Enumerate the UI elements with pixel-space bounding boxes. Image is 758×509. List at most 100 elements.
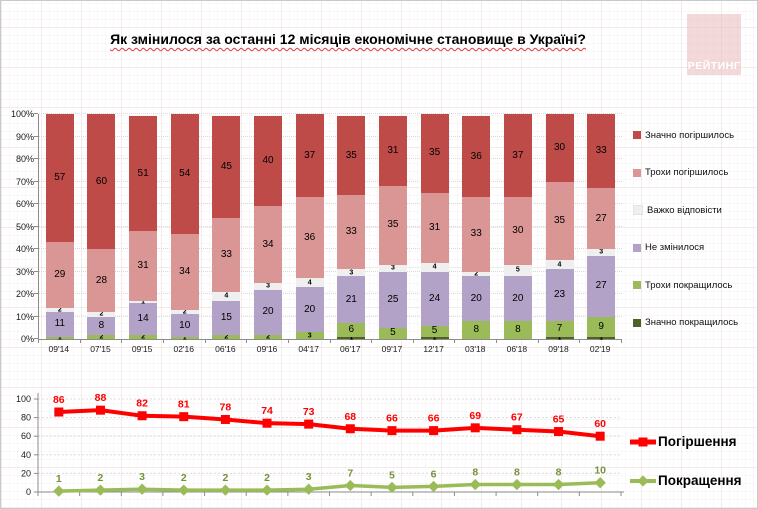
bar-y-tick-label: 80% <box>15 154 34 164</box>
stacked-bar: 2 20 3 34 40 <box>254 114 283 340</box>
bar-segment: 15 <box>212 300 241 335</box>
bar-segment: 1 <box>129 298 158 305</box>
bar-x-label: 09'15 <box>131 344 153 354</box>
bar-y-tick-label: 90% <box>15 131 34 142</box>
bar-segment: 51 <box>129 116 158 231</box>
bar-y-tick <box>34 293 38 294</box>
bar-segment: 23 <box>545 269 574 321</box>
bar-y-tick <box>34 225 38 227</box>
stacked-bar: 1 7 23 4 35 30 <box>545 114 574 341</box>
bar-column: 8 20 2 33 36 <box>455 114 497 339</box>
bar-segment-value: 57 <box>54 172 66 184</box>
stacked-bar: 8 20 2 33 36 <box>462 114 491 339</box>
bar-segment: 8 <box>503 321 532 339</box>
line-series-worse <box>58 408 601 439</box>
bar-gridline <box>39 225 622 227</box>
bar-segment-value: 35 <box>387 219 399 231</box>
bar-segment: 1 <box>545 334 574 341</box>
bar-segment-value: 8 <box>473 324 479 335</box>
stacked-bar: 8 20 5 30 37 <box>503 114 532 339</box>
bar-segment: 33 <box>587 114 616 189</box>
bar-segment-value: 6 <box>348 324 355 335</box>
line-marker-square <box>220 414 230 424</box>
bar-segment: 30 <box>545 114 574 182</box>
bar-segment-value: 20 <box>304 303 316 315</box>
bar-segment-value: 27 <box>595 280 607 292</box>
bar-segment: 2 <box>87 333 116 340</box>
line-marker-square <box>54 407 64 417</box>
bar-y-tick <box>34 338 38 339</box>
stacked-bar: 2 14 1 31 51 <box>129 114 158 340</box>
bar-segment-value: 3 <box>266 282 270 290</box>
line-y-tick-label: 40 <box>21 450 31 460</box>
bar-segment: 4 <box>545 260 574 270</box>
bar-segment: 4 <box>295 278 324 288</box>
legend-swatch <box>633 205 643 215</box>
line-marker-diamond <box>136 483 148 495</box>
line-data-label: 65 <box>553 414 565 426</box>
stacked-bar: 2 15 4 33 45 <box>212 114 241 340</box>
bar-segment: 1 <box>170 334 199 341</box>
bar-segment: 36 <box>295 197 324 279</box>
bar-segment: 3 <box>378 265 407 272</box>
bar-segment-value: 4 <box>432 263 437 271</box>
legend-item: Значно покращилось <box>633 317 738 329</box>
bar-segment-value: 21 <box>345 293 357 305</box>
bar-x-tick <box>329 339 331 343</box>
bar-x-tick <box>621 339 622 343</box>
bar-segment-value: 60 <box>95 175 108 187</box>
bar-y-tick-label: 70% <box>15 176 34 187</box>
line-data-label: 82 <box>136 398 148 410</box>
legend-item: Не змінилося <box>633 242 704 254</box>
bar-segment-value: 33 <box>220 248 232 260</box>
bar-segment-value: 20 <box>262 306 274 317</box>
line-marker-diamond <box>552 478 565 491</box>
bar-segment: 28 <box>87 249 116 312</box>
bar-segment: 30 <box>503 197 532 265</box>
bar-column: 3 20 4 36 37 <box>289 114 331 339</box>
bar-segment: 24 <box>420 271 449 326</box>
line-marker-diamond <box>303 483 315 495</box>
legend-swatch <box>633 168 641 177</box>
bar-column: 1 5 24 4 31 35 <box>414 114 456 341</box>
bar-x-tick <box>454 339 456 343</box>
bar-x-label: 06'18 <box>506 344 528 354</box>
bar-segment-value: 31 <box>137 259 149 271</box>
line-data-label: 78 <box>220 401 232 413</box>
bar-y-tick <box>34 203 38 204</box>
bar-y-tick-label: 40% <box>15 244 34 254</box>
bar-segment: 25 <box>378 271 407 328</box>
bar-x-label: 02'19 <box>589 344 611 354</box>
line-data-label: 81 <box>178 399 190 411</box>
bar-x-tick <box>246 339 248 343</box>
bar-segment: 20 <box>503 276 532 321</box>
bar-segment: 54 <box>170 113 199 235</box>
bar-column: 5 25 3 35 31 <box>372 114 414 339</box>
bar-x-tick <box>287 339 289 343</box>
bar-segment: 45 <box>212 116 241 218</box>
legend-swatch <box>633 243 641 252</box>
line-marker-diamond <box>219 484 232 496</box>
bar-segment-value: 8 <box>98 319 105 331</box>
line-data-label: 8 <box>514 467 520 479</box>
bar-y-tick <box>34 315 38 317</box>
bar-segment-value: 34 <box>179 266 191 278</box>
bar-segment-value: 3 <box>349 269 354 277</box>
bar-segment-value: 24 <box>429 292 441 304</box>
bar-y-tick <box>34 248 38 249</box>
legend-label: Трохи покращилось <box>645 279 733 291</box>
bar-y-tick <box>34 158 38 159</box>
bar-x-label: 02'16 <box>173 344 195 354</box>
line-marker-square <box>262 418 272 428</box>
line-data-label: 5 <box>389 469 395 481</box>
bar-segment: 2 <box>254 333 283 340</box>
bar-column: 1 9 27 3 27 33 <box>580 114 622 341</box>
bar-x-label: 06'16 <box>215 344 236 354</box>
bar-x-tick <box>412 339 414 343</box>
line-y-tick-label: 60 <box>21 431 31 441</box>
bar-segment: 21 <box>337 276 366 324</box>
bar-segment-value: 20 <box>512 292 524 304</box>
line-data-label: 69 <box>469 410 481 422</box>
line-data-label: 10 <box>594 465 606 477</box>
